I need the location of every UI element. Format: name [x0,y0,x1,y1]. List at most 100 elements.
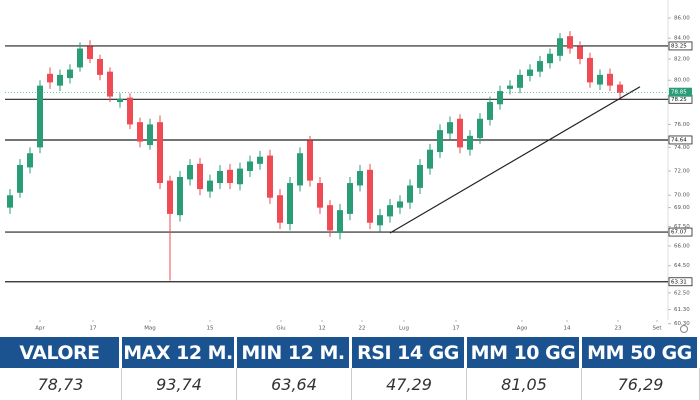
table-value: 63,64 [237,368,352,400]
candle-body [137,122,143,142]
candle-body [387,205,393,217]
x-tick-label: Apr [35,326,45,332]
candle-body [47,73,53,83]
candle-body [547,53,553,64]
x-tick-label: 12 [319,326,326,332]
y-tick-label: 70.00 [674,193,690,199]
candle-body [477,118,483,139]
candle-body [407,185,413,203]
candle-body [487,102,493,120]
candle-body [527,69,533,76]
trendline [389,86,641,234]
table-header: MAX 12 M. [122,337,237,368]
y-tick-label: 84.00 [674,36,690,42]
candle-body [537,61,543,72]
x-tick-label: Set [652,326,662,332]
candle-body [397,201,403,208]
level-label: 63.31 [671,279,687,285]
level-label: 74.64 [671,137,687,143]
candle-body [197,163,203,190]
candle-body [267,155,273,198]
settings-icon[interactable] [680,325,688,333]
candle-body [97,58,103,75]
candle-body [207,180,213,192]
x-tick-label: 15 [207,326,214,332]
x-tick-label: Giu [276,326,285,332]
x-tick-label: 17 [90,326,97,332]
candle-body [377,215,383,226]
candle-body [157,122,163,184]
candle-body [427,149,433,169]
candle-body [337,210,343,233]
candle-body [617,84,623,93]
last-price-label: 78.85 [671,90,687,96]
candle-body [247,161,253,171]
candle-body [507,85,513,89]
table-value: 78,73 [0,368,122,400]
candle-body [447,122,453,134]
table-value: 47,29 [352,368,467,400]
candle-body [227,169,233,184]
table-header: MM 50 GG [582,337,700,368]
level-label: 78.25 [671,97,687,103]
candle-body [557,38,563,56]
level-box [668,227,693,237]
candle-body [187,165,193,180]
candle-body [147,124,153,146]
candle-body [517,74,523,88]
candle-body [57,74,63,86]
table-header: MIN 12 M. [237,337,352,368]
candle-body [367,169,373,223]
y-tick-label: 80.00 [674,78,690,84]
y-tick-label: 72.00 [674,168,690,174]
candle-body [357,170,363,186]
candle-body [217,170,223,184]
table-value: 76,29 [582,368,700,400]
y-tick-label: 69.00 [674,205,690,211]
candle-body [37,85,43,148]
candle-body [297,153,303,186]
candle-body [77,48,83,68]
table-header: RSI 14 GG [352,337,467,368]
candle-body [437,130,443,153]
candle-body [457,118,463,148]
level-box [668,135,693,145]
y-tick-label: 62.50 [674,290,690,296]
candle-body [607,73,613,86]
candle-body [117,98,123,103]
candle-body [87,46,93,59]
table-header: VALORE [0,337,122,368]
x-tick-label: Mag [144,326,156,332]
candle-body [17,165,23,193]
candle-body [27,153,33,168]
candle-body [277,195,283,223]
table-value: 93,74 [122,368,237,400]
candle-body [307,140,313,181]
stats-table: VALORE MAX 12 M. MIN 12 M. RSI 14 GG MM 10 G… [0,337,700,400]
candle-body [567,36,573,49]
candle-body [167,180,173,214]
y-tick-label: 64.50 [674,263,690,269]
candle-body [127,97,133,125]
x-tick-label: Ago [517,326,528,332]
candle-body [587,57,593,83]
candle-body [287,183,293,225]
x-tick-label: Lug [399,326,409,332]
candle-body [107,71,113,97]
candle-body [497,91,503,105]
candle-body [257,156,263,164]
table-header: MM 10 GG [467,337,582,368]
candle-body [237,168,243,185]
candle-body [467,135,473,150]
candle-body [597,74,603,85]
candle-body [67,69,73,79]
y-tick-label: 61.30 [674,307,690,313]
y-tick-label: 60.30 [674,321,690,327]
candle-body [317,183,323,208]
last-price-box [669,87,692,97]
level-label: 83.25 [671,43,687,49]
candle-body [347,183,353,214]
y-tick-label: 66.00 [674,243,690,249]
y-tick-label: 67.50 [674,224,690,230]
